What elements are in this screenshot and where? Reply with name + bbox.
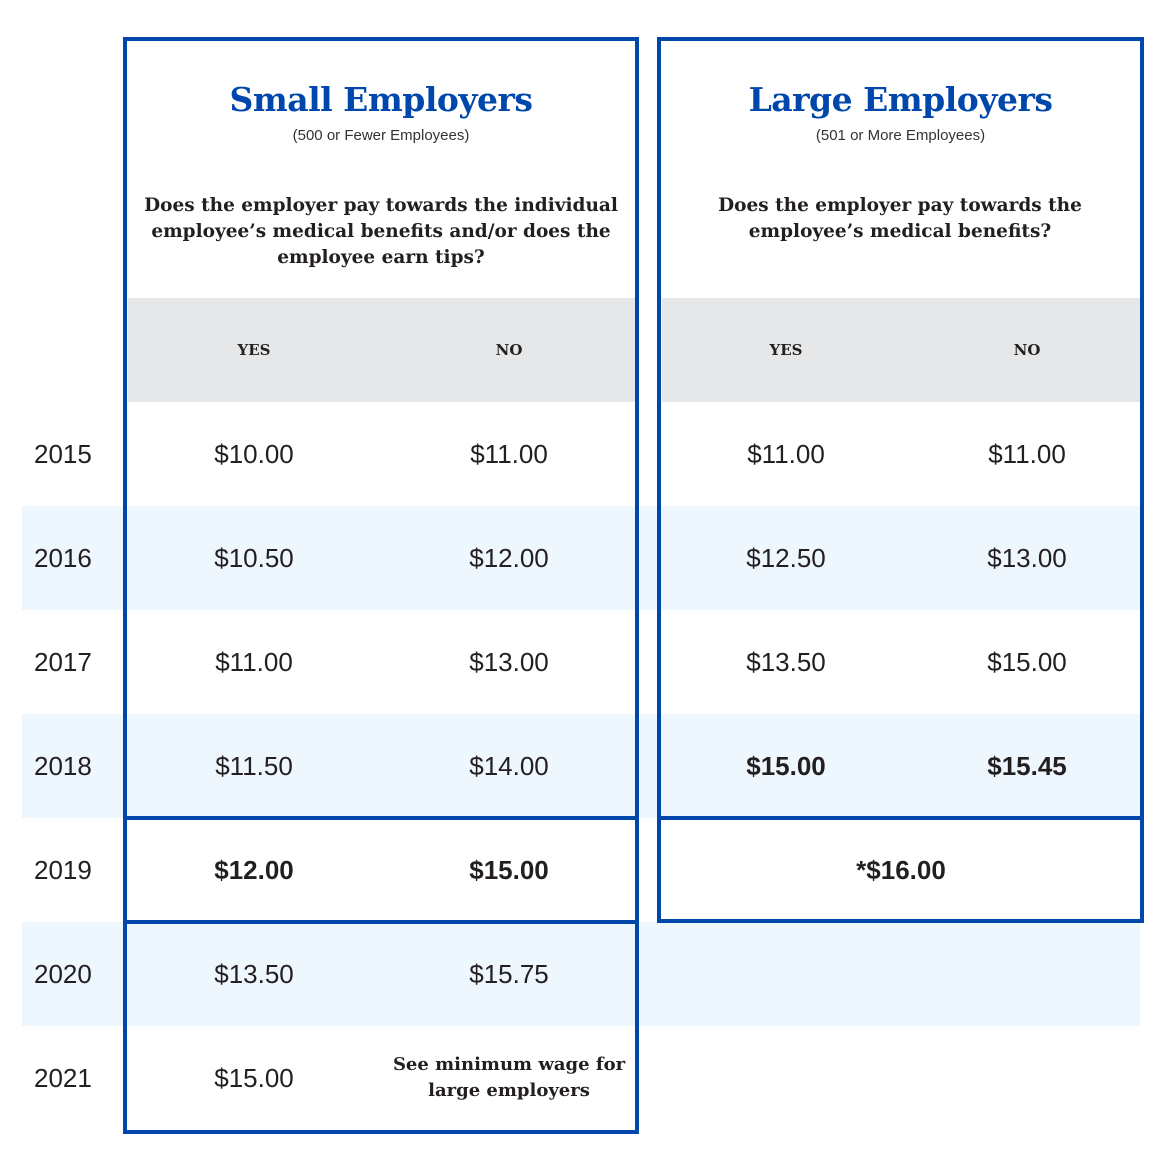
year-label: 2016 [34, 543, 92, 573]
small-no-value: $15.00 [469, 854, 549, 885]
large-no-header: NO [1013, 341, 1041, 359]
large-yes-value: $13.50 [746, 646, 826, 677]
small-employers-question: Does the employer pay towards the indivi… [144, 195, 618, 268]
large-no-value: $15.00 [987, 646, 1067, 677]
large-employers-title: Large Employers [748, 80, 1053, 119]
year-label: 2018 [34, 751, 92, 781]
small-yes-value: $15.00 [214, 1062, 294, 1093]
large-yes-value: $11.00 [747, 438, 825, 469]
divider [123, 920, 639, 924]
large-yes-value: $15.00 [746, 750, 826, 781]
small-no-value: $13.00 [469, 646, 549, 677]
small-employers-box [123, 37, 639, 1134]
small-yes-value: $12.00 [214, 854, 294, 885]
row-band [22, 714, 1140, 818]
year-label: 2015 [34, 439, 92, 469]
small-no-header: NO [495, 341, 523, 359]
small-yes-value: $10.50 [214, 542, 294, 573]
year-label: 2021 [34, 1063, 92, 1093]
small-yes-value: $13.50 [214, 958, 294, 989]
small-no-value: $15.75 [469, 958, 549, 989]
small-yes-value: $11.50 [215, 750, 293, 781]
small-yes-value: $11.00 [215, 646, 293, 677]
small-employers-title: Small Employers [229, 80, 533, 119]
large-no-value: $11.00 [988, 438, 1066, 469]
small-no-value: $11.00 [470, 438, 548, 469]
small-no-value: $14.00 [469, 750, 549, 781]
large-yes-header: YES [769, 341, 803, 359]
large-column-header-bg [662, 298, 1140, 402]
row-band [22, 506, 1140, 610]
large-yes-value: $12.50 [746, 542, 826, 573]
small-no-value: See minimum wage for large employers [392, 1054, 626, 1101]
large-employers-box [657, 37, 1144, 923]
large-no-value: $13.00 [987, 542, 1067, 573]
large-combined-value: *$16.00 [856, 854, 946, 885]
year-label: 2019 [34, 855, 92, 885]
small-yes-value: $10.00 [214, 438, 294, 469]
small-column-header-bg [128, 298, 636, 402]
divider [657, 816, 1144, 820]
large-employers-question: Does the employer pay towards the employ… [718, 195, 1082, 242]
small-employers-subtitle: (500 or Fewer Employees) [292, 127, 470, 144]
year-label: 2017 [34, 647, 92, 677]
large-employers-subtitle: (501 or More Employees) [815, 127, 986, 144]
small-yes-header: YES [237, 341, 271, 359]
row-band [22, 922, 1140, 1026]
small-no-value: $12.00 [469, 542, 549, 573]
large-no-value: $15.45 [987, 750, 1067, 781]
divider [123, 816, 639, 820]
year-label: 2020 [34, 959, 92, 989]
